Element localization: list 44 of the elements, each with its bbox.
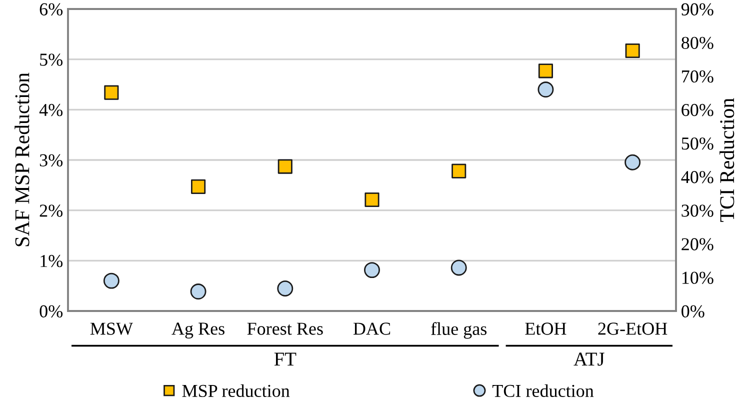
text: ATJ (574, 352, 604, 366)
point (104, 85, 119, 100)
y2-tick-label: 60% (682, 104, 714, 116)
y2-tick-label: 80% (682, 36, 714, 50)
text: FT (274, 352, 296, 366)
y2-tick-label: 0% (682, 305, 704, 318)
y-tick-label: 0% (40, 305, 63, 318)
point (364, 262, 380, 278)
point (277, 280, 294, 296)
y-tick-label: 2% (40, 204, 63, 217)
y-axis-title: SAF MSP Reduction (14, 72, 30, 246)
point (278, 159, 292, 174)
point (538, 64, 553, 78)
y2-tick-label: 90% (681, 3, 714, 16)
point (625, 43, 640, 58)
legend-label: MSP reduction (182, 384, 290, 398)
y2-tick-label: 20% (682, 238, 714, 250)
x-tick-label: MSW (90, 322, 133, 335)
point (450, 260, 467, 276)
legend-label: TCI reduction (492, 384, 594, 398)
y-tick-label: 3% (40, 154, 63, 166)
y-tick-label: 6% (40, 3, 63, 16)
x-tick-label: DAC (353, 322, 390, 335)
point (624, 154, 641, 170)
y2-tick-label: 10% (682, 272, 714, 284)
x-tick-label: EtOH (525, 322, 566, 335)
y-tick-label: 5% (40, 54, 63, 66)
x-tick-label: Forest Res (247, 322, 323, 335)
point (190, 284, 206, 300)
point (538, 82, 554, 98)
x-tick-label: 2G-EtOH (598, 322, 668, 335)
y2-tick-label: 40% (681, 171, 714, 184)
y2-axis-title: TCI Reduction (720, 98, 734, 222)
y-tick-label: 1% (40, 254, 63, 268)
y2-tick-label: 70% (682, 70, 714, 83)
y2-tick-label: 30% (682, 204, 714, 217)
x-tick-label: Ag Res (172, 322, 224, 338)
y-tick-label: 4% (39, 104, 63, 116)
x-tick-label: flue gas (431, 322, 487, 339)
y2-tick-label: 50% (682, 137, 714, 150)
point (364, 192, 380, 208)
point (103, 272, 120, 289)
point (191, 179, 206, 194)
point (452, 164, 466, 178)
